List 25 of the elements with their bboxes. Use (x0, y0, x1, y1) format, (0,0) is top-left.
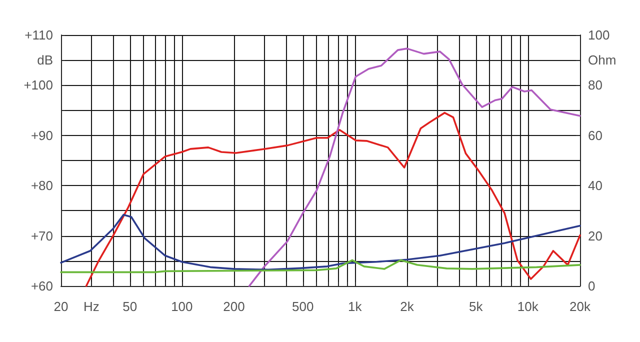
y-tick-label: +70 (30, 228, 53, 244)
y2-tick-label: 40 (588, 178, 602, 194)
x-tick-label: 10k (517, 299, 539, 314)
y2-tick-label: 60 (588, 128, 602, 143)
y2-tick-label: 100 (588, 28, 610, 42)
y-tick-label: dB (37, 52, 53, 68)
y2-tick-label: 20 (588, 228, 602, 244)
x-tick-label: 100 (171, 299, 193, 314)
x-tick-label: 20 (54, 299, 68, 314)
x-tick-label: 500 (292, 299, 314, 314)
x-tick-label: 200 (223, 299, 245, 314)
x-tick-label: 50 (122, 299, 138, 314)
x-tick-label: 20k (570, 299, 591, 314)
y-tick-label: +60 (30, 278, 53, 294)
y-tick-label: +100 (24, 78, 53, 93)
y-tick-label: +110 (24, 28, 53, 42)
x-tick-label: Hz (84, 299, 100, 314)
x-tick-label: 1k (348, 299, 362, 314)
y-tick-label: +90 (30, 128, 53, 143)
y-tick-label: +80 (30, 178, 53, 194)
x-tick-label: 5k (468, 299, 484, 314)
y2-tick-label: 0 (588, 278, 596, 294)
y2-tick-label: 80 (588, 78, 602, 93)
y2-tick-label: Ohm (588, 52, 616, 68)
x-tick-label: 2k (400, 299, 414, 314)
